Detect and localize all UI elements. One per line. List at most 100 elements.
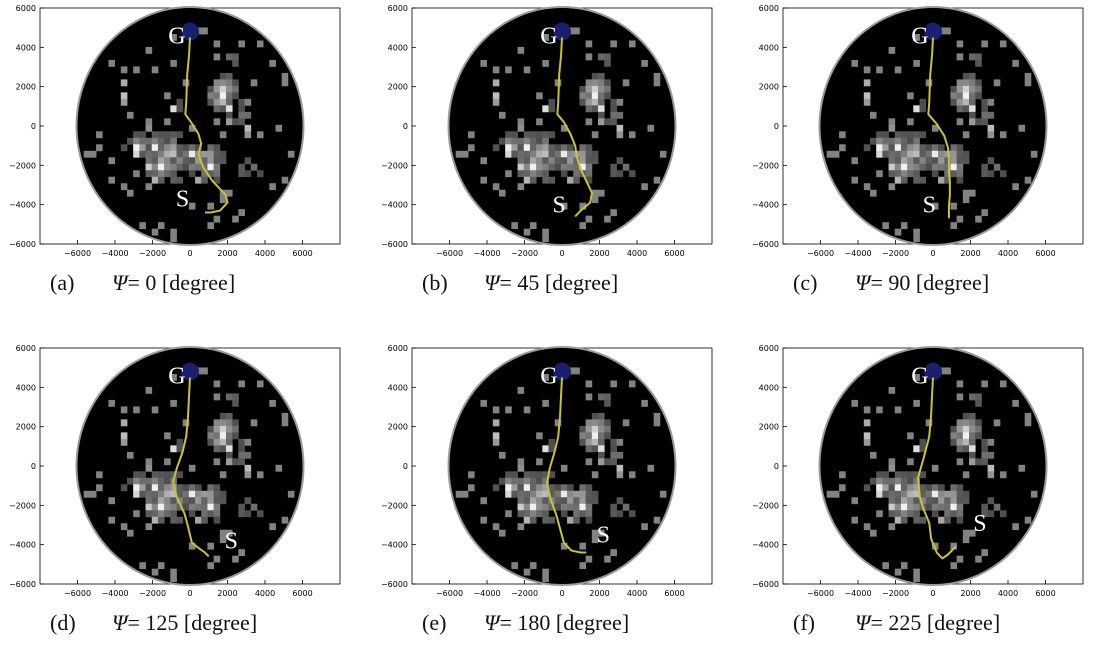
terrain-cell [981,105,988,113]
terrain-cell [499,137,506,145]
terrain-cell [616,510,624,518]
terrain-cell [888,523,896,531]
map-panel: G S −6000 −4000 −2000 0 2000 4000 6000 6000 4000 20… [743,340,1095,650]
y-tick-label: 0 [403,462,408,471]
terrain-cell [956,157,964,165]
terrain-cell [919,176,927,184]
terrain-cell [201,27,208,35]
terrain-cell [195,490,202,498]
terrain-cell [560,542,568,550]
terrain-cell [226,53,233,61]
terrain-cell [610,503,617,511]
terrain-cell [226,72,233,80]
terrain-cell [913,497,920,505]
terrain-cell [164,490,171,498]
terrain-cell [907,477,914,485]
terrain-cell [863,419,871,427]
terrain-cell [96,131,103,139]
terrain-cell [907,131,914,139]
terrain-cell [591,425,599,433]
terrain-cell [585,150,593,158]
terrain-cell [888,170,896,178]
terrain-cell [573,367,580,375]
terrain-cell [182,150,190,158]
terrain-cell [275,464,283,472]
terrain-cell [164,432,171,440]
terrain-cell [492,92,500,100]
terrain-cell [188,170,196,178]
terrain-cell [598,98,605,106]
terrain-cell [492,406,500,414]
psi-symbol: Ψ [112,610,128,635]
terrain-cell [542,471,549,479]
terrain-cell [511,137,518,145]
terrain-cell [188,542,196,550]
terrain-cell [616,157,624,165]
terrain-cell [560,510,568,518]
terrain-cell [616,451,624,459]
terrain-cell [213,215,221,223]
goal-label: G [168,23,185,49]
map-panel: G S −6000 −4000 −2000 0 2000 4000 6000 6000 4000 20… [0,340,360,650]
y-tick-label: 6000 [759,4,779,13]
terrain-cell [207,497,215,505]
terrain-cell [907,471,914,479]
terrain-cell [931,202,939,210]
terrain-cell [238,510,245,518]
terrain-cell [839,144,846,152]
terrain-cell [133,471,140,479]
terrain-cell [219,92,227,100]
terrain-cell [975,215,982,223]
terrain-cell [256,380,264,388]
terrain-cell [96,484,103,492]
terrain-cell [969,419,976,427]
terrain-cell [962,497,970,505]
terrain-cell [145,497,153,505]
goal-marker [553,22,571,41]
terrain-cell [938,144,945,152]
terrain-cell [987,471,995,479]
terrain-cell [182,484,190,492]
terrain-cell [999,170,1007,178]
y-tick-label: −4000 [381,541,408,550]
terrain-cell [542,497,549,505]
terrain-cell [536,510,543,518]
terrain-cell [876,510,883,518]
terrain-cell [232,53,239,61]
terrain-cell [269,183,276,191]
terrain-cell [950,425,958,433]
terrain-cell [145,183,153,191]
terrain-cell [913,471,920,479]
terrain-cell [536,144,543,152]
terrain-cell [219,490,227,498]
terrain-cell [201,170,208,178]
x-tick-label: −2000 [139,589,166,598]
terrain-cell [610,209,617,217]
terrain-cell [585,118,593,126]
terrain-cell [894,497,902,505]
terrain-cell [944,490,951,498]
terrain-cell [950,562,958,570]
terrain-cell [894,170,902,178]
terrain-cell [956,79,964,87]
terrain-cell [956,393,964,401]
terrain-cell [573,490,580,498]
terrain-cell [876,406,883,414]
terrain-cell [244,497,252,505]
terrain-cell [610,118,617,126]
terrain-cell [529,516,537,524]
terrain-cell [164,497,171,505]
terrain-cell [188,464,196,472]
terrain-cell [170,471,177,479]
terrain-cell [585,490,593,498]
terrain-cell [511,477,518,485]
terrain-cell [573,510,580,518]
terrain-cell [876,471,883,479]
terrain-cell [969,412,976,420]
terrain-cell [641,399,648,407]
terrain-cell [170,144,177,152]
terrain-cell [956,163,964,171]
terrain-cell [523,170,531,178]
terrain-cell [888,386,896,394]
terrain-cell [542,137,549,145]
